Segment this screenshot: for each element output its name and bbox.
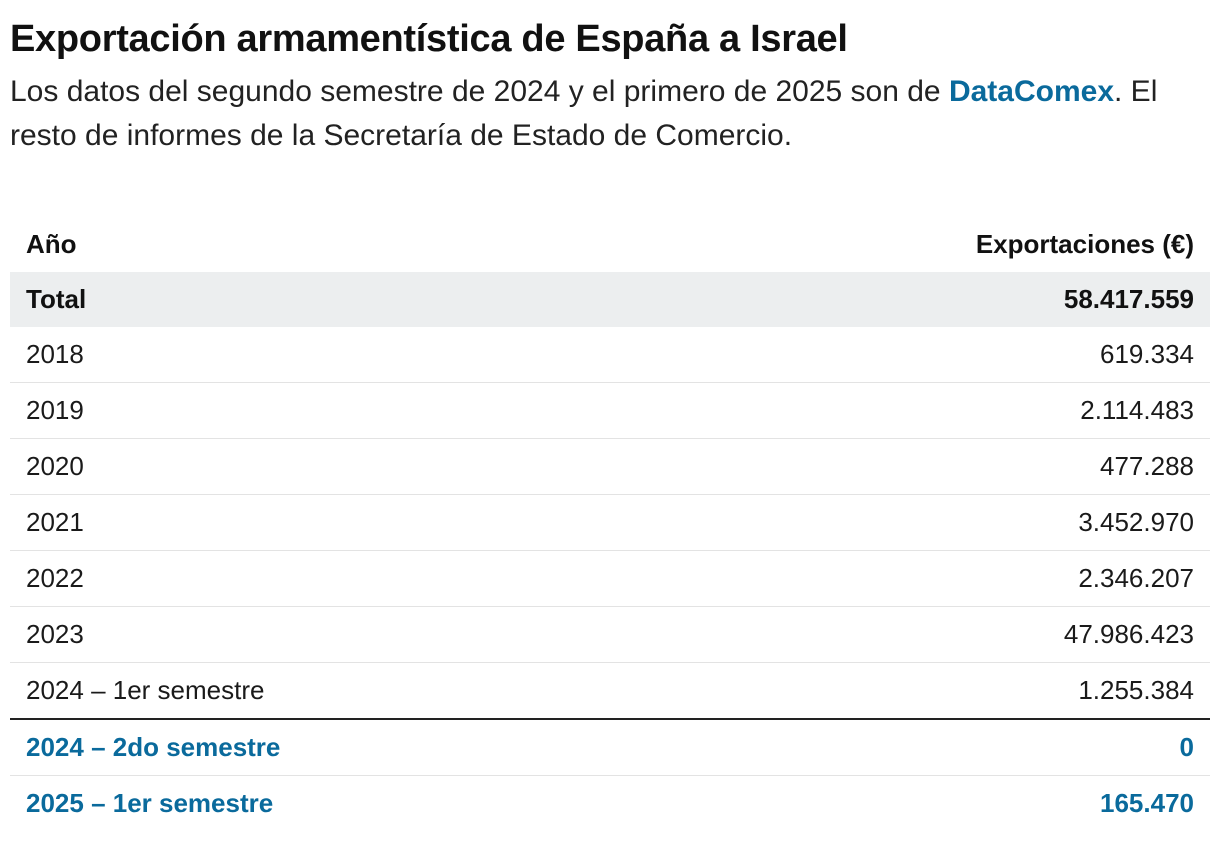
row-year: 2021	[10, 494, 651, 551]
table-row: 2018 619.334	[10, 327, 1210, 383]
total-row: Total 58.417.559	[10, 272, 1210, 327]
total-value: 58.417.559	[650, 272, 1210, 327]
row-value: 477.288	[650, 438, 1210, 495]
row-value: 1.255.384	[650, 662, 1210, 720]
highlight-row: 2025 – 1er semestre 165.470	[10, 776, 1210, 832]
row-year: 2020	[10, 438, 651, 495]
table-header: Año Exportaciones (€)	[10, 216, 1210, 272]
highlight-row-year: 2024 – 2do semestre	[10, 719, 651, 776]
highlight-row-value: 165.470	[1100, 788, 1194, 818]
total-label: Total	[10, 272, 651, 327]
page-title: Exportación armamentística de España a I…	[10, 18, 848, 60]
exports-table: Año Exportaciones (€) Total 58.417.559 2…	[10, 216, 1210, 831]
row-value: 47.986.423	[650, 606, 1210, 663]
datacomex-link[interactable]: DataComex	[948, 75, 1115, 108]
highlight-row-year: 2025 – 1er semestre	[26, 788, 274, 818]
table-body: Total 58.417.559 2018 619.334 2019 2.114…	[10, 272, 1210, 831]
table-row: 2024 – 1er semestre 1.255.384	[10, 662, 1210, 720]
table-row: 2022 2.346.207	[10, 550, 1210, 607]
row-year: 2023	[10, 606, 651, 663]
row-year: 2018	[10, 327, 651, 383]
row-year: 2019	[10, 382, 651, 439]
page-subtitle: Los datos del segundo semestre de 2024 y…	[10, 70, 1210, 158]
table-header-row: Año Exportaciones (€)	[10, 216, 1210, 272]
row-value: 2.114.483	[650, 382, 1210, 439]
table-row: 2019 2.114.483	[10, 382, 1210, 439]
row-value: 3.452.970	[650, 494, 1210, 551]
row-value: 2.346.207	[650, 550, 1210, 607]
column-header-year: Año	[26, 228, 77, 259]
highlight-row: 2024 – 2do semestre 0	[10, 719, 1210, 776]
row-year: 2022	[10, 550, 651, 607]
column-header-exports: Exportaciones (€)	[975, 228, 1194, 259]
table-row: 2023 47.986.423	[10, 606, 1210, 663]
page: Exportación armamentística de España a I…	[10, 18, 1210, 831]
subtitle-text-end: . El resto de informes de la Secretaría …	[10, 75, 1158, 152]
row-value: 619.334	[650, 327, 1210, 383]
highlight-row-value: 0	[650, 719, 1210, 776]
table-row: 2021 3.452.970	[10, 494, 1210, 551]
table-row: 2020 477.288	[10, 438, 1210, 495]
row-year: 2024 – 1er semestre	[10, 662, 651, 720]
subtitle-text-start: Los datos del segundo semestre de 2024 y…	[10, 75, 949, 108]
